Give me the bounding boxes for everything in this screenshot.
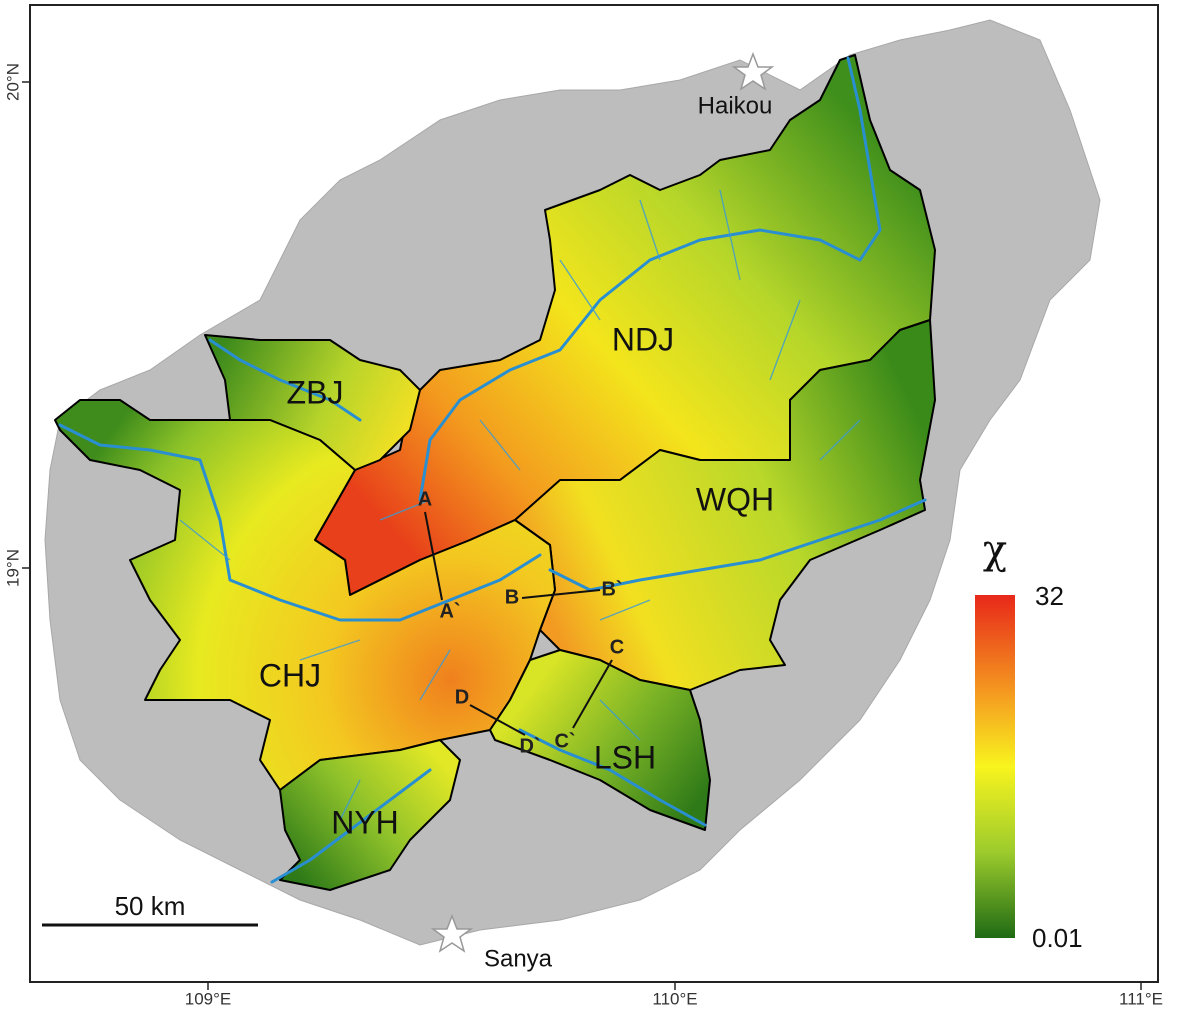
- profile-label: D`: [519, 735, 540, 757]
- legend-min: 0.01: [1032, 923, 1083, 953]
- x-tick-label: 111°E: [1119, 989, 1163, 1008]
- river: [58, 423, 542, 622]
- profile-label: A`: [439, 600, 460, 622]
- x-tick-label: 110°E: [652, 989, 697, 1008]
- river: [208, 338, 362, 422]
- profile-label: C`: [554, 730, 575, 752]
- profile-label: A: [418, 488, 432, 510]
- legend-max: 32: [1035, 581, 1064, 611]
- city-label: Haikou: [698, 92, 773, 119]
- y-tick-label: 19°N: [3, 549, 22, 587]
- profile-line: [424, 511, 443, 601]
- scale-bar: 50 km: [42, 891, 258, 927]
- city-star: [731, 51, 775, 91]
- x-tick-label: 109°E: [185, 989, 232, 1008]
- profile-line: [521, 589, 601, 599]
- profile-label: B`: [601, 578, 622, 600]
- profile-line: [469, 704, 526, 736]
- legend-symbol: χ: [983, 527, 1007, 573]
- basins: [54, 54, 936, 891]
- rivers: [58, 56, 927, 884]
- tributary: [179, 189, 861, 821]
- profile-label: B: [505, 586, 519, 608]
- basin-label: ZBJ: [287, 374, 344, 410]
- legend-colorbar: [975, 595, 1015, 938]
- river: [418, 56, 882, 502]
- basin-label: LSH: [594, 739, 656, 775]
- y-tick-label: 20°N: [3, 63, 22, 101]
- cities: Haikou Sanya: [430, 51, 775, 972]
- river: [518, 728, 707, 827]
- scale-bar-label: 50 km: [115, 891, 186, 921]
- profile-line: [572, 659, 613, 729]
- basin-lsh: [489, 649, 711, 831]
- city-star: [430, 913, 474, 953]
- profile-label: D: [455, 686, 469, 708]
- river: [548, 498, 927, 592]
- axes: [22, 81, 1142, 990]
- city-label: Sanya: [484, 945, 553, 972]
- basin-label: WQH: [696, 481, 774, 517]
- profile-lines: [424, 511, 613, 736]
- basin-labels: NDJ ZBJ WQH CHJ LSH NYH: [259, 321, 774, 840]
- tick-labels: 109°E 110°E 111°E 20°N 19°N: [3, 63, 1163, 1008]
- river: [270, 768, 432, 884]
- basin-label: CHJ: [259, 657, 321, 693]
- profile-labels: A A` B B` C C` D D`: [418, 488, 624, 757]
- legend: χ 32 0.01: [975, 527, 1083, 953]
- basin-label: NYH: [331, 804, 399, 840]
- profile-label: C: [610, 636, 624, 658]
- basin-label: NDJ: [612, 321, 674, 357]
